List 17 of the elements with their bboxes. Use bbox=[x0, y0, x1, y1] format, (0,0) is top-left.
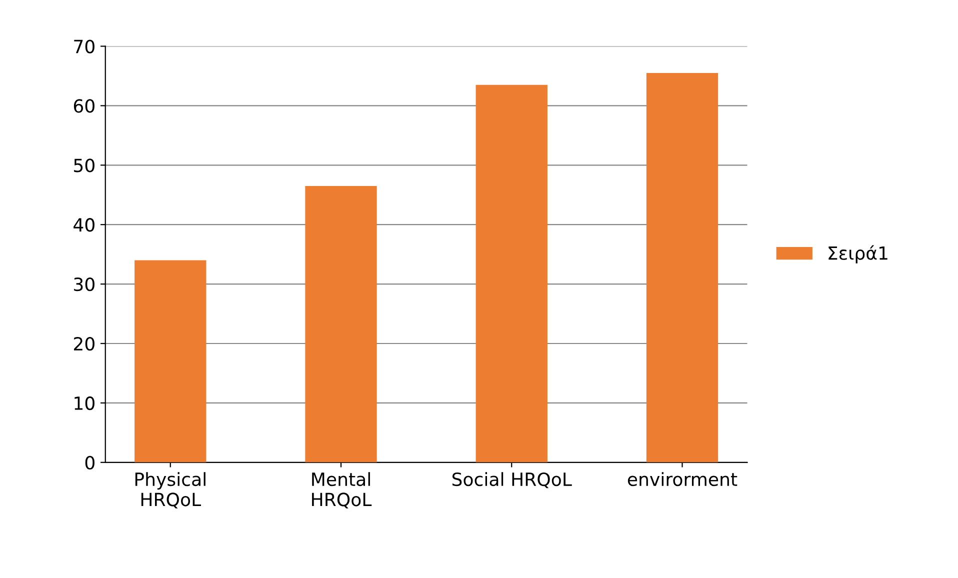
y-tick-label: 60 bbox=[74, 99, 94, 113]
bar bbox=[476, 84, 548, 462]
bar bbox=[134, 260, 206, 462]
bar bbox=[305, 186, 377, 462]
x-tick-label: Social HRQoL bbox=[452, 472, 572, 488]
bar bbox=[646, 72, 718, 462]
x-tick-label: Physical HRQoL bbox=[135, 472, 206, 508]
y-tick-label: 70 bbox=[74, 40, 94, 54]
y-tick-label: 20 bbox=[74, 336, 94, 351]
y-tick-label: 40 bbox=[74, 218, 94, 232]
legend-label: Σειρά1 bbox=[828, 245, 888, 264]
y-tick-label: 0 bbox=[85, 456, 94, 470]
y-tick-label: 10 bbox=[74, 396, 94, 410]
y-tick-label: 30 bbox=[74, 278, 94, 292]
x-tick-label: envirorment bbox=[628, 472, 738, 486]
x-tick-label: Mental HRQoL bbox=[312, 472, 372, 508]
y-tick-label: 50 bbox=[74, 158, 94, 172]
